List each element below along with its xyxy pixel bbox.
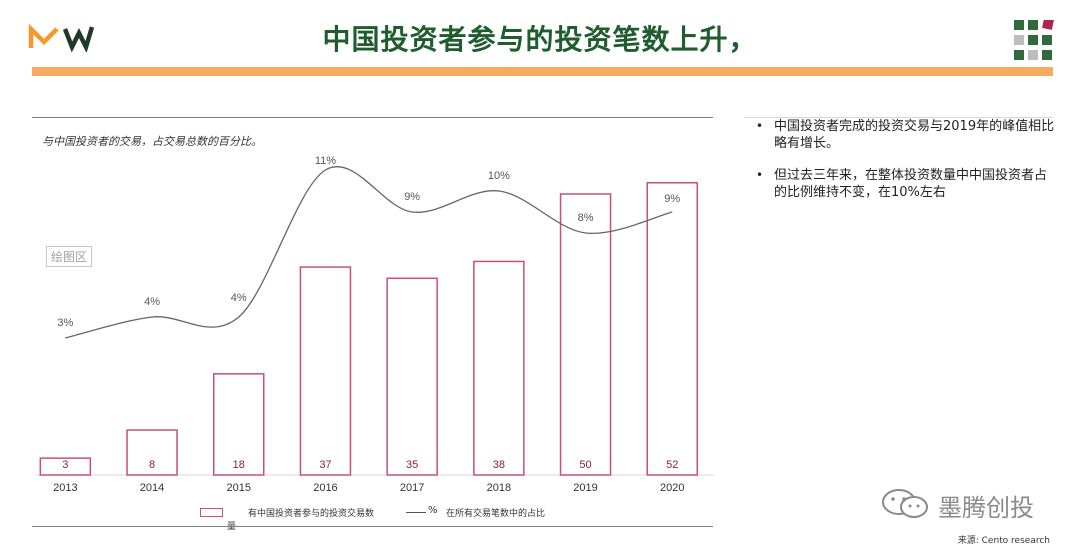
bar [126, 429, 178, 476]
chart-top-divider [32, 117, 713, 118]
company-logo [28, 24, 94, 52]
legend-line-label: 在所有交易笔数中的占比 [446, 509, 546, 519]
plot-area-label: 绘图区 [46, 246, 93, 267]
chart-bottom-divider [32, 526, 713, 527]
bar-value-label: 18 [233, 459, 245, 471]
line-value-label: 11% [315, 155, 336, 167]
line-value-label: 4% [231, 292, 247, 304]
x-tick-label: 2016 [313, 482, 337, 494]
percentage-line [65, 166, 673, 339]
x-tick-label: 2015 [227, 482, 251, 494]
bullet-dot-icon: • [756, 119, 764, 133]
bar [299, 266, 352, 476]
bar-value-label: 3 [62, 459, 68, 471]
bar [39, 457, 92, 476]
bar [646, 182, 698, 476]
brand-grid-icon [1014, 20, 1054, 60]
x-tick-label: 2018 [487, 482, 511, 494]
chart-subtitle: 与中国投资者的交易，占交易总数的百分比。 [42, 135, 262, 148]
line-value-label: 4% [144, 296, 160, 308]
key-points: • 中国投资者完成的投资交易与2019年的峰值相比略有增长。 • 但过去三年来，… [756, 118, 1056, 216]
x-tick-label: 2014 [140, 482, 164, 494]
investment-chart: 3 2013 8 2014 18 2015 37 2016 35 2017 38 2018 50 2019… [36, 155, 714, 494]
source-note: 来源: Cento research [957, 536, 1050, 546]
bar-value-label: 50 [579, 459, 591, 471]
page-title: 中国投资者参与的投资笔数上升， [322, 23, 758, 56]
header-accent-bar [32, 67, 1053, 76]
bar [559, 193, 612, 476]
bar-value-label: 52 [666, 459, 678, 471]
line-value-label: 10% [488, 170, 510, 182]
bar [386, 277, 438, 476]
legend-line-swatch [406, 512, 426, 513]
bar-value-label: 8 [149, 459, 155, 471]
x-tick-label: 2013 [53, 482, 77, 494]
key-point-item: • 但过去三年来，在整体投资数量中中国投资者占的比例维持不变，在10%左右 [756, 167, 1056, 201]
bar [473, 260, 525, 476]
x-tick-label: 2020 [660, 482, 684, 494]
line-value-label: 8% [578, 212, 594, 224]
legend-bar-swatch [200, 508, 223, 517]
line-value-label: 9% [664, 193, 680, 205]
watermark: 墨腾创投 [880, 486, 1060, 522]
bar-value-label: 37 [319, 459, 331, 471]
bullet-dot-icon: • [756, 168, 764, 182]
line-value-label: 3% [57, 317, 73, 329]
key-point-text: 但过去三年来，在整体投资数量中中国投资者占的比例维持不变，在10%左右 [774, 168, 1048, 200]
key-point-text: 中国投资者完成的投资交易与2019年的峰值相比略有增长。 [774, 119, 1055, 151]
legend-bar-label: 有中国投资者参与的投资交易数 [248, 509, 375, 519]
bar [213, 373, 265, 476]
watermark-text: 墨腾创投 [938, 494, 1034, 522]
line-value-label: 9% [404, 191, 420, 203]
chart-legend: 有中国投资者参与的投资交易数 量 % 在所有交易笔数中的占比 [200, 504, 620, 534]
bar-value-label: 38 [493, 459, 505, 471]
x-tick-label: 2017 [400, 482, 424, 494]
legend-line-symbol: % [428, 505, 438, 516]
bar-value-label: 35 [406, 459, 418, 471]
key-point-item: • 中国投资者完成的投资交易与2019年的峰值相比略有增长。 [756, 118, 1056, 152]
legend-bar-label-tail: 量 [227, 522, 237, 532]
x-tick-label: 2019 [573, 482, 597, 494]
bullets-top-divider [744, 117, 1053, 118]
wechat-icon [882, 489, 928, 518]
